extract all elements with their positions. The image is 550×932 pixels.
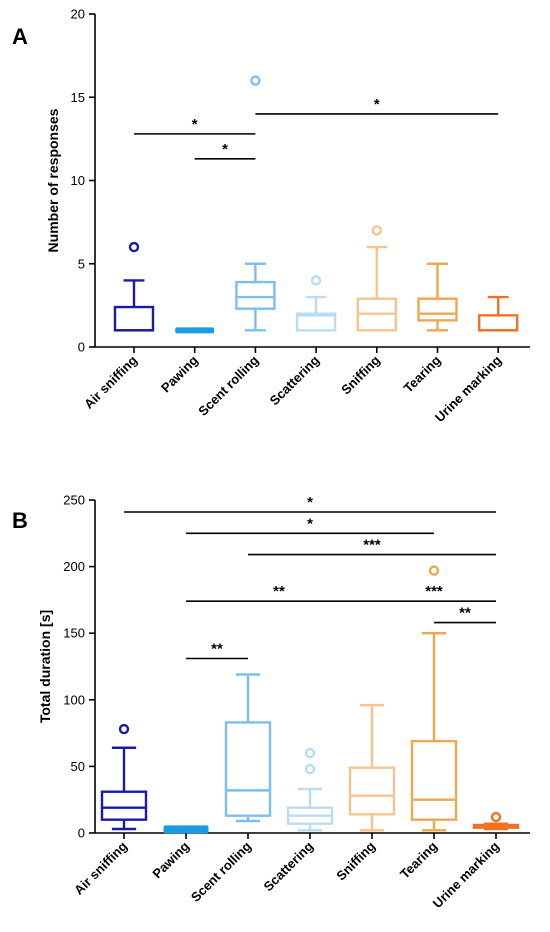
x-tick-label: Scattering xyxy=(267,352,323,408)
box-body xyxy=(410,739,458,821)
x-tick-label: Scent rolling xyxy=(188,838,254,904)
x-tick-label: Pawing xyxy=(149,838,192,881)
outlier-point xyxy=(490,811,502,823)
outlier-point xyxy=(118,723,130,735)
outlier-point xyxy=(304,763,316,775)
box-scattering xyxy=(295,275,337,332)
box-sniffing xyxy=(356,225,397,332)
box-urine-marking xyxy=(472,811,520,831)
y-tick-label: 200 xyxy=(63,559,85,574)
box-scent-rolling xyxy=(235,75,276,332)
y-tick-label: 250 xyxy=(63,493,85,508)
significance-label: * xyxy=(307,494,313,511)
x-tick-label: Air sniffing xyxy=(81,352,140,411)
significance-label: *** xyxy=(425,583,443,600)
y-tick-label: 5 xyxy=(78,256,85,271)
box-pawing xyxy=(175,327,215,334)
significance-label: * xyxy=(192,116,198,133)
panel-a: A 0 5 10 15 20 Number of responses Air sniffing… xyxy=(12,7,530,425)
significance-label: * xyxy=(307,515,313,532)
x-tick-label: Sniffing xyxy=(338,352,383,397)
box-body xyxy=(175,327,215,334)
box-body xyxy=(417,297,458,322)
y-tick-label: 20 xyxy=(71,7,85,22)
significance-label: ** xyxy=(273,583,285,600)
outlier-point xyxy=(250,75,261,86)
box-scattering xyxy=(286,747,334,832)
box-body xyxy=(348,766,396,816)
box-body xyxy=(163,825,209,834)
significance-label: * xyxy=(222,141,228,158)
box-scent-rolling xyxy=(224,673,272,823)
box-sniffing xyxy=(348,703,396,832)
box-tearing xyxy=(417,262,458,332)
x-tick-label: Air sniffing xyxy=(71,838,130,897)
panel-letter: A xyxy=(12,24,28,49)
outlier-point xyxy=(304,747,316,759)
box-body xyxy=(295,312,337,332)
significance-label: ** xyxy=(211,641,223,658)
y-tick-label: 0 xyxy=(78,340,85,355)
box-body xyxy=(235,280,276,310)
outlier-point xyxy=(310,275,322,286)
outlier-point xyxy=(128,241,140,253)
box-body xyxy=(100,790,148,821)
box-pawing xyxy=(163,825,209,834)
x-tick-label: Tearing xyxy=(400,352,443,395)
x-tick-label: Urine marking xyxy=(430,838,502,910)
y-tick-label: 15 xyxy=(71,90,85,105)
y-axis-label: Total duration [s] xyxy=(37,610,53,723)
significance-label: ** xyxy=(459,605,471,622)
box-body xyxy=(113,305,155,332)
outlier-point xyxy=(428,565,440,576)
panel-b: B 0 50 100 150 200 250 Total duration [s] Air sn… xyxy=(12,493,530,911)
significance-label: * xyxy=(374,96,380,113)
outlier-point xyxy=(371,225,382,236)
box-body xyxy=(224,721,272,817)
y-tick-label: 10 xyxy=(71,173,85,188)
x-tick-label: Scent rolling xyxy=(195,352,261,418)
x-tick-label: Pawing xyxy=(158,352,201,395)
y-tick-label: 150 xyxy=(63,626,85,641)
x-tick-label: Scattering xyxy=(261,838,317,894)
y-tick-label: 100 xyxy=(63,692,85,707)
box-tearing xyxy=(410,565,458,832)
y-axis-label: Number of responses xyxy=(45,108,61,252)
significance-label: *** xyxy=(363,537,381,554)
box-air-sniffing xyxy=(113,241,155,332)
y-tick-label: 50 xyxy=(71,759,85,774)
box-air-sniffing xyxy=(100,723,148,831)
box-body xyxy=(478,314,519,332)
x-tick-label: Tearing xyxy=(397,838,440,881)
y-tick-label: 0 xyxy=(78,826,85,841)
box-urine-marking xyxy=(478,295,519,332)
x-tick-label: Sniffing xyxy=(333,838,378,883)
panel-letter: B xyxy=(12,508,28,533)
